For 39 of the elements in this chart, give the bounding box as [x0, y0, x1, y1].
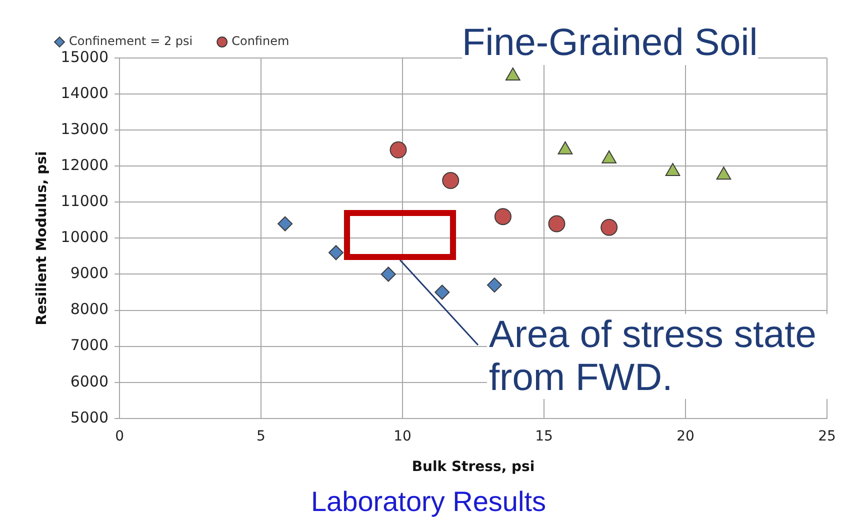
point [602, 150, 617, 164]
point [558, 141, 573, 154]
point [494, 208, 512, 226]
point [505, 68, 520, 81]
x-tick-label: 25 [818, 428, 836, 444]
y-tick-label: 13000 [60, 120, 109, 138]
x-tick-label: 0 [115, 428, 124, 444]
point [328, 245, 344, 260]
annotation: Fine-Grained Soil [462, 22, 758, 65]
y-tick-label: 5000 [70, 408, 109, 426]
y-tick-label: 15000 [60, 48, 109, 66]
x-tick-label: 10 [394, 428, 412, 444]
y-tick-label: 14000 [60, 84, 109, 102]
point [442, 172, 460, 190]
y-tick-label: 10000 [60, 228, 109, 246]
point [380, 266, 396, 282]
y-tick-label: 6000 [70, 372, 109, 390]
point [390, 141, 407, 158]
point [434, 284, 450, 300]
point [665, 163, 680, 176]
point [486, 278, 502, 293]
y-tick-label: 12000 [60, 156, 109, 174]
point [600, 218, 618, 236]
point [548, 215, 566, 232]
legend-label: Confinement = 2 psi [69, 34, 193, 48]
legend-label: Confinem [232, 34, 290, 48]
text: Laboratory Results [310, 486, 547, 518]
x-axis-title: Bulk Stress, psi [412, 459, 535, 476]
point [278, 216, 293, 232]
point [716, 166, 732, 180]
x-tick-label: 5 [256, 428, 266, 444]
annotation: Area of stress state from FWD. [487, 314, 857, 400]
y-tick-label: 11000 [60, 192, 109, 210]
y-tick-label: 8000 [70, 300, 109, 318]
x-tick-label: 15 [535, 428, 553, 444]
y-axis-title: Resilient Modulus, psi [34, 151, 50, 326]
y-tick-label: 9000 [70, 264, 109, 282]
y-tick-label: 7000 [70, 336, 109, 354]
x-tick-label: 20 [676, 428, 694, 444]
